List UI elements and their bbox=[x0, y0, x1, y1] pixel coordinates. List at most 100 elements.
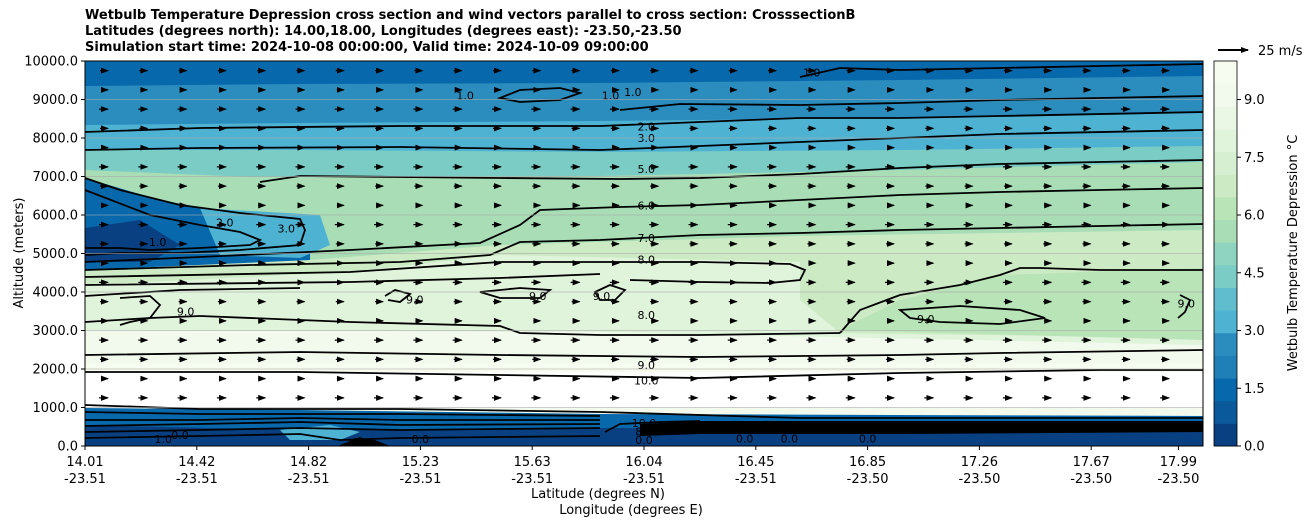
y-tick-label: 4000.0 bbox=[33, 286, 79, 301]
contour-line bbox=[85, 417, 600, 421]
contour-line bbox=[1177, 294, 1192, 319]
band-left-deep bbox=[85, 220, 180, 262]
contour-line bbox=[619, 95, 1203, 111]
contour-label: 2.0 bbox=[216, 217, 234, 230]
contour-line bbox=[85, 129, 1203, 151]
x-tick-label-lat: 14.82 bbox=[290, 455, 327, 470]
x-tick-label-lon: -23.50 bbox=[958, 472, 1000, 487]
contour-line bbox=[85, 287, 301, 297]
x-tick-label-lon: -23.51 bbox=[623, 472, 665, 487]
colorbar-segment bbox=[1214, 400, 1237, 424]
surface-dense-contours bbox=[640, 421, 1203, 436]
contour-lines bbox=[85, 63, 1203, 446]
x-axis: 14.01 -23.51 14.42 -23.51 14.82 -23.51 15.23 -2… bbox=[64, 446, 1199, 487]
y-tick-label: 8000.0 bbox=[33, 132, 79, 147]
contour-label: 8.0 bbox=[635, 425, 653, 438]
contour-label: 0.0 bbox=[412, 433, 430, 446]
contour-label: 9.0 bbox=[637, 359, 655, 372]
contour-label: 0.0 bbox=[171, 429, 189, 442]
colorbar-tick-label: 1.5 bbox=[1244, 382, 1265, 397]
contour-label: 8.0 bbox=[637, 309, 655, 322]
x-tick-label-lat: 14.42 bbox=[178, 455, 215, 470]
contour-line bbox=[593, 284, 627, 301]
colorbar-segment bbox=[1214, 106, 1237, 130]
contour-label: 10.0 bbox=[632, 417, 657, 430]
contour-line bbox=[839, 267, 1203, 334]
contour-line bbox=[119, 295, 162, 326]
contour-line bbox=[85, 421, 601, 427]
colorbar-segment bbox=[1214, 423, 1237, 447]
colorbar-segment bbox=[1214, 61, 1237, 85]
contour-line bbox=[85, 189, 263, 251]
y-tick-label: 1000.0 bbox=[33, 401, 79, 416]
colorbar-label: Wetbulb Temperature Depression °C bbox=[1286, 135, 1301, 372]
quiver-key: 25 m/s bbox=[1218, 44, 1303, 59]
contour-line bbox=[799, 63, 1203, 78]
x-tick-label-lat: 15.23 bbox=[402, 455, 439, 470]
colorbar: 0.0 1.5 3.0 4.5 6.0 7.5 9.0 bbox=[1213, 60, 1265, 455]
colorbar-segment bbox=[1214, 355, 1237, 379]
contour-line bbox=[85, 187, 1203, 263]
contour-label: 7.0 bbox=[637, 232, 655, 245]
x-tick-label-lat: 17.26 bbox=[961, 455, 998, 470]
y-tick-label: 0.0 bbox=[57, 440, 78, 455]
colorbar-segment bbox=[1214, 196, 1237, 221]
contour-line bbox=[85, 111, 1203, 133]
x-tick-label-lon: -23.51 bbox=[176, 472, 218, 487]
x-tick-label-lon: -23.51 bbox=[64, 472, 106, 487]
contour-label: 5.0 bbox=[637, 163, 655, 176]
y-axis-label: Altitude (meters) bbox=[12, 198, 27, 309]
y-tick-label: 9000.0 bbox=[33, 93, 79, 108]
contour-label: 2.0 bbox=[637, 120, 655, 133]
contour-line bbox=[85, 427, 601, 433]
chart-title-line-1: Wetbulb Temperature Depression cross sec… bbox=[85, 8, 856, 23]
x-tick-label-lat: 17.99 bbox=[1160, 455, 1197, 470]
y-tick-label: 10000.0 bbox=[24, 55, 78, 70]
contour-line bbox=[496, 87, 584, 103]
contour-line bbox=[199, 315, 841, 336]
colorbar-segment bbox=[1214, 264, 1237, 288]
contour-label: 9.0 bbox=[406, 294, 424, 307]
colorbar-segment bbox=[1214, 174, 1237, 198]
contour-line bbox=[85, 261, 807, 284]
gridlines bbox=[85, 99, 1203, 408]
colorbar-segment bbox=[1214, 310, 1237, 334]
colorbar-segment bbox=[1214, 378, 1237, 402]
contour-line bbox=[85, 369, 1203, 379]
contour-label: 9.0 bbox=[1177, 298, 1195, 311]
contour-line bbox=[85, 433, 601, 441]
contour-line bbox=[85, 411, 601, 417]
contour-label: 0.0 bbox=[736, 432, 754, 445]
contour-label: 1.0 bbox=[149, 236, 167, 249]
contour-label: 0.0 bbox=[781, 432, 799, 445]
y-tick-label: 2000.0 bbox=[33, 363, 79, 378]
contour-label: 10.0 bbox=[634, 375, 659, 388]
colorbar-segment bbox=[1214, 219, 1237, 243]
contour-line bbox=[85, 223, 1203, 271]
colorbar-tick-label: 4.5 bbox=[1244, 266, 1265, 281]
chart-title-line-2: Latitudes (degrees north): 14.00,18.00, … bbox=[85, 24, 682, 39]
contour-line bbox=[85, 404, 1203, 419]
x-tick-label-lon: -23.50 bbox=[1157, 472, 1199, 487]
colorbar-frame bbox=[1213, 60, 1238, 447]
contour-label: 9.0 bbox=[917, 313, 935, 326]
contour-label: 1.0 bbox=[803, 67, 821, 80]
colorbar-tick-label: 7.5 bbox=[1244, 151, 1265, 166]
quiver-key-label: 25 m/s bbox=[1258, 44, 1303, 59]
x-tick-label-lon: -23.50 bbox=[1070, 472, 1112, 487]
x-tick-label-lat: 17.67 bbox=[1073, 455, 1110, 470]
contour-label: 0.0 bbox=[859, 432, 877, 445]
contour-label: 9.0 bbox=[593, 290, 611, 303]
x-tick-label-lat: 14.01 bbox=[66, 455, 103, 470]
x-tick-label-lon: -23.50 bbox=[847, 472, 889, 487]
contour-line bbox=[604, 420, 701, 433]
wind-vectors bbox=[99, 67, 1171, 401]
x-axis-label-lat: Latitude (degrees N) bbox=[531, 487, 665, 502]
colorbar-segment bbox=[1214, 151, 1237, 175]
colorbar-tick-label: 9.0 bbox=[1244, 93, 1265, 108]
x-tick-label-lon: -23.51 bbox=[735, 472, 777, 487]
x-tick-label-lat: 16.45 bbox=[737, 455, 774, 470]
contour-label: 1.0 bbox=[602, 90, 620, 103]
contour-line bbox=[85, 273, 601, 286]
